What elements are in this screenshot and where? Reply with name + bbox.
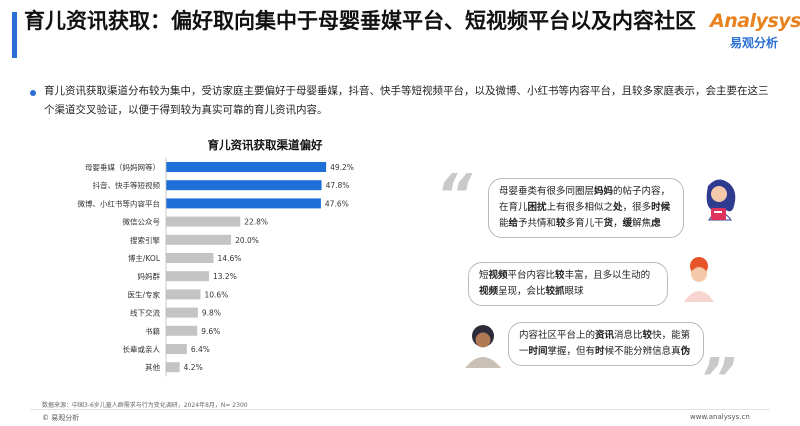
value-label: 47.8% — [326, 181, 350, 190]
category-label: 抖音、快手等短视频 — [93, 180, 161, 190]
quote-text-segment: 上有很多相似之 — [546, 202, 614, 213]
category-label: 博主/KOL — [128, 253, 161, 263]
bar — [166, 180, 322, 191]
category-label: 医生/专家 — [127, 289, 160, 299]
bar — [166, 289, 201, 300]
value-label: 22.8% — [244, 218, 268, 227]
quote-text-segment: 平台内容比 — [507, 270, 556, 281]
bar — [166, 362, 180, 373]
quote-text-segment: 多育儿干 — [565, 218, 604, 229]
quote-text-segment: 解焦 — [632, 218, 652, 229]
footer-divider — [30, 409, 770, 410]
bar-chart: 母婴垂媒（妈妈网等） 49.2% 抖音、快手等短视频 47.8% 微博、小红书等内容平台… — [78, 158, 354, 377]
category-label: 搜索引擎 — [130, 235, 160, 245]
quote-bubble-2: 短视频平台内容比较丰富，且多以生动的视频呈现，会比较抓眼球 — [468, 262, 668, 306]
woman-reading-avatar-icon — [706, 179, 736, 221]
value-label: 13.2% — [213, 272, 237, 281]
quote-text-segment: 视频 — [479, 286, 499, 297]
title-accent-bar — [12, 12, 17, 58]
brand-logo: Analysys 易观分析 — [706, 10, 800, 56]
quote-text-segment: 视频 — [488, 270, 508, 281]
bar — [166, 216, 241, 227]
bar — [166, 307, 198, 318]
quote-text-segment: 丰富，且多以生动的 — [564, 270, 651, 281]
category-label: 长辈或亲人 — [123, 344, 161, 354]
quote-text-segment: ， — [613, 218, 623, 229]
value-label: 47.6% — [325, 199, 349, 208]
quote-text-segment: ，很多 — [622, 202, 652, 213]
quote-text-segment: 较 — [556, 218, 566, 229]
quote-bubble-3: 内容社区平台上的资讯消息比较快，能第一时间掌握，但有时候不能分辨信息真伪 — [508, 322, 704, 366]
value-label: 10.6% — [204, 290, 228, 299]
quote-text-segment: 眼球 — [564, 286, 584, 297]
quote-text-segment: 困扰 — [527, 202, 547, 213]
quote-text-segment: 伪 — [680, 346, 691, 357]
quote-text-segment: 消息比 — [614, 330, 643, 341]
quote-text-segment: 能 — [499, 218, 509, 229]
quote-text-segment: 给 — [508, 218, 519, 229]
quote-text-segment: 快，能第一 — [519, 330, 691, 357]
quote-text-segment: 缓 — [622, 218, 633, 229]
category-label: 线下交流 — [130, 308, 160, 318]
quote-text-segment: 时 — [595, 346, 605, 357]
bar — [166, 234, 232, 245]
open-quote-mark: “ — [436, 163, 472, 228]
bar — [166, 198, 321, 209]
bar — [166, 162, 327, 172]
category-label: 书籍 — [145, 326, 160, 336]
category-label: 母婴垂媒（妈妈网等） — [85, 162, 160, 172]
value-label: 6.4% — [191, 345, 210, 354]
category-label: 妈妈群 — [138, 271, 161, 281]
quote-text-segment: 母婴垂类有很多同圈层 — [499, 186, 595, 197]
logo-wordmark: Analysys — [710, 10, 800, 32]
category-label: 微博、小红书等内容平台 — [78, 198, 161, 208]
quote-text-segment: 妈妈 — [594, 186, 614, 197]
logo-chinese-name: 易观分析 — [730, 36, 779, 50]
category-label: 其他 — [145, 362, 160, 372]
bar — [166, 344, 187, 354]
category-label: 微信公众号 — [123, 217, 161, 227]
summary-text: 育儿资讯获取渠道分布较为集中，受访家庭主要偏好于母婴垂媒，抖音、快手等短视频平台… — [44, 85, 769, 116]
quote-text-segment: 候不能分辨信息真 — [604, 346, 681, 357]
quote-text-segment: 货 — [603, 218, 614, 229]
quote-text-segment: 处 — [613, 202, 623, 213]
quote-text-segment: 予共情和 — [518, 218, 557, 229]
close-quote-mark: ” — [700, 347, 736, 412]
quote-text-segment: 较 — [642, 330, 653, 341]
footer-copyright: © 易观分析 — [42, 414, 80, 422]
quote-text-segment: 资讯 — [595, 330, 615, 341]
quote-text-segment: 较 — [555, 270, 565, 281]
bar — [166, 271, 209, 282]
bar — [166, 253, 214, 263]
value-label: 9.8% — [202, 309, 221, 318]
quote-text-segment: 时间 — [528, 346, 548, 357]
bullet-dot — [30, 90, 36, 96]
bar — [166, 325, 198, 336]
quote-text-segment: 内容社区平台上的 — [519, 330, 596, 341]
quote-text-segment: 短 — [479, 270, 489, 281]
value-label: 4.2% — [184, 363, 203, 372]
quote-text-segment: 掌握，但有 — [547, 346, 596, 357]
value-label: 9.6% — [201, 327, 220, 336]
data-source-note: 数据来源：中国3-6岁儿童人群需求与行为变化调研，2024年8月，N= 2300 — [42, 402, 248, 409]
quote-text-segment: 虑 — [651, 218, 661, 229]
value-label: 20.0% — [235, 236, 259, 245]
quote-text-segment: 的帖子内容，在育儿 — [499, 186, 671, 213]
quote-text-segment: 呈现，会比 — [498, 286, 546, 297]
quote-text-segment: 较抓 — [545, 286, 565, 297]
value-label: 49.2% — [330, 163, 354, 172]
quote-bubble-1: 母婴垂类有很多同圈层妈妈的帖子内容，在育儿困扰上有很多相似之处，很多时候能给予共… — [488, 178, 684, 238]
page-title: 育儿资讯获取：偏好取向集中于母婴垂媒平台、短视频平台以及内容社区 — [24, 9, 696, 33]
woman-avatar-icon — [684, 257, 714, 302]
value-label: 14.6% — [218, 254, 242, 263]
chart-title: 育儿资讯获取渠道偏好 — [207, 138, 323, 152]
footer-website: www.analysys.cn — [690, 413, 750, 421]
quote-text-segment: 时候 — [651, 202, 671, 213]
woman-curly-hair-avatar-icon — [465, 325, 501, 368]
